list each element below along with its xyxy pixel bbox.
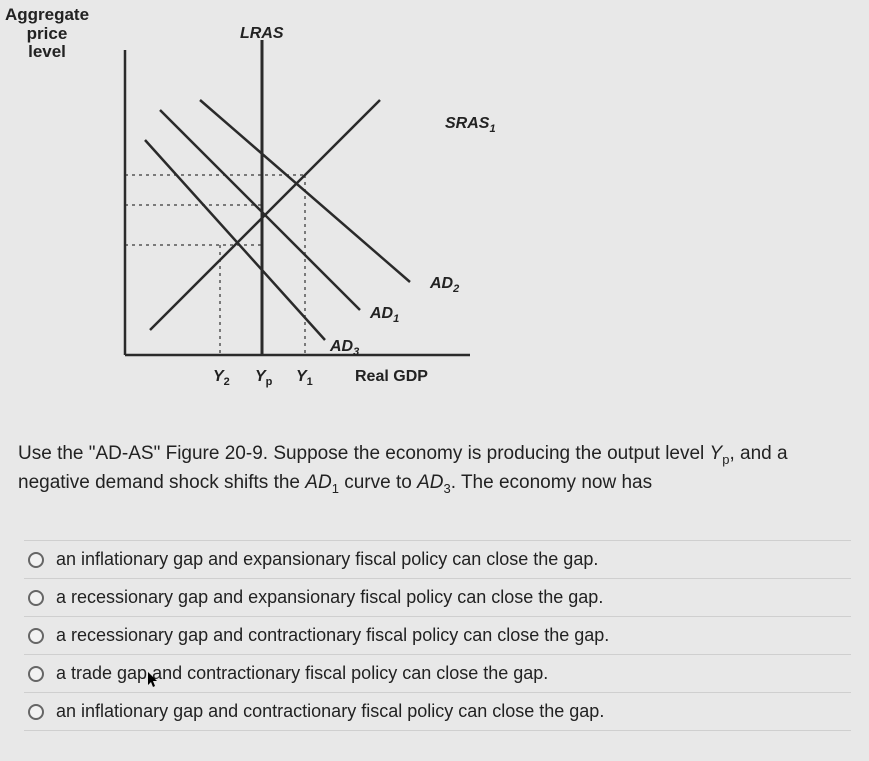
y1-sym: Y xyxy=(296,368,307,385)
yp-sub: p xyxy=(266,376,273,388)
lras-label: LRAS xyxy=(240,25,284,43)
option-e-text: an inflationary gap and contractionary f… xyxy=(56,701,604,722)
y-label-3: level xyxy=(28,42,66,61)
q-suffix: . The economy now has xyxy=(451,472,652,493)
option-e[interactable]: an inflationary gap and contractionary f… xyxy=(24,692,851,731)
ad1-label: AD1 xyxy=(370,305,399,325)
x-tick-yp: Yp xyxy=(255,368,272,388)
ad2-label: AD2 xyxy=(430,275,459,295)
option-c-text: a recessionary gap and contractionary fi… xyxy=(56,625,609,646)
radio-icon xyxy=(28,666,44,682)
question-text: Use the "AD-AS" Figure 20-9. Suppose the… xyxy=(18,440,859,499)
q-ad3-sub: 3 xyxy=(444,481,451,496)
ad3-label: AD3 xyxy=(330,338,359,358)
ad2-text: AD xyxy=(430,275,453,292)
radio-icon xyxy=(28,552,44,568)
x-axis-label: Real GDP xyxy=(355,368,428,386)
option-a[interactable]: an inflationary gap and expansionary fis… xyxy=(24,540,851,578)
y-label-2: price xyxy=(27,24,68,43)
ad1-sub: 1 xyxy=(393,313,399,325)
option-d-text: a trade gap and contractionary fiscal po… xyxy=(56,663,548,684)
x-tick-y2: Y2 xyxy=(213,368,230,388)
ad-as-chart: Aggregate price level LRAS SRAS1 AD2 AD1… xyxy=(0,0,520,400)
ad2-sub: 2 xyxy=(453,283,459,295)
sras-sub: 1 xyxy=(489,123,495,135)
chart-svg-wrap xyxy=(100,20,500,370)
lras-text: LRAS xyxy=(240,25,284,42)
q-ad1-sub: 1 xyxy=(332,481,339,496)
option-b-text: a recessionary gap and expansionary fisc… xyxy=(56,587,603,608)
option-b[interactable]: a recessionary gap and expansionary fisc… xyxy=(24,578,851,616)
radio-icon xyxy=(28,590,44,606)
q-mid2: curve to xyxy=(339,472,417,493)
y-label-1: Aggregate xyxy=(5,5,89,24)
y2-sub: 2 xyxy=(224,376,230,388)
q-prefix: Use the "AD-AS" Figure 20-9. Suppose the… xyxy=(18,443,710,464)
ad1-text: AD xyxy=(370,305,393,322)
sras-label: SRAS1 xyxy=(445,115,496,135)
answer-options: an inflationary gap and expansionary fis… xyxy=(24,540,851,731)
x-axis-text: Real GDP xyxy=(355,368,428,385)
yp-sym: Y xyxy=(255,368,266,385)
x-tick-labels: Y2 Yp Y1 Real GDP xyxy=(100,368,500,388)
chart-svg xyxy=(100,20,500,365)
option-d[interactable]: a trade gap and contractionary fiscal po… xyxy=(24,654,851,692)
ad3-sub: 3 xyxy=(353,346,359,358)
option-c[interactable]: a recessionary gap and contractionary fi… xyxy=(24,616,851,654)
q-ad3: AD xyxy=(417,472,443,493)
y2-sym: Y xyxy=(213,368,224,385)
radio-icon xyxy=(28,628,44,644)
q-yp: Y xyxy=(710,443,723,464)
y1-sub: 1 xyxy=(307,376,313,388)
x-tick-y1: Y1 xyxy=(296,368,313,388)
radio-icon xyxy=(28,704,44,720)
option-a-text: an inflationary gap and expansionary fis… xyxy=(56,549,598,570)
ad3-text: AD xyxy=(330,338,353,355)
sras-text: SRAS xyxy=(445,115,489,132)
q-ad1: AD xyxy=(305,472,331,493)
y-axis-label: Aggregate price level xyxy=(2,6,92,62)
